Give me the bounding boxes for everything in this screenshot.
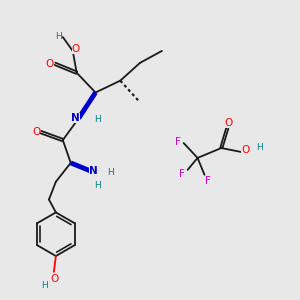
Text: H: H [94, 115, 101, 124]
Text: F: F [175, 137, 181, 147]
Text: N: N [71, 113, 80, 123]
Text: H: H [107, 168, 114, 177]
Text: O: O [224, 118, 232, 128]
Text: H: H [42, 281, 48, 290]
Text: O: O [241, 145, 249, 155]
Text: H: H [94, 181, 101, 190]
Text: H: H [56, 32, 62, 40]
Text: O: O [46, 59, 54, 69]
Text: F: F [179, 169, 184, 179]
Text: N: N [89, 166, 98, 176]
Text: H: H [256, 142, 263, 152]
Text: O: O [51, 274, 59, 284]
Text: O: O [32, 127, 40, 137]
Text: F: F [205, 176, 210, 186]
Text: O: O [72, 44, 80, 54]
